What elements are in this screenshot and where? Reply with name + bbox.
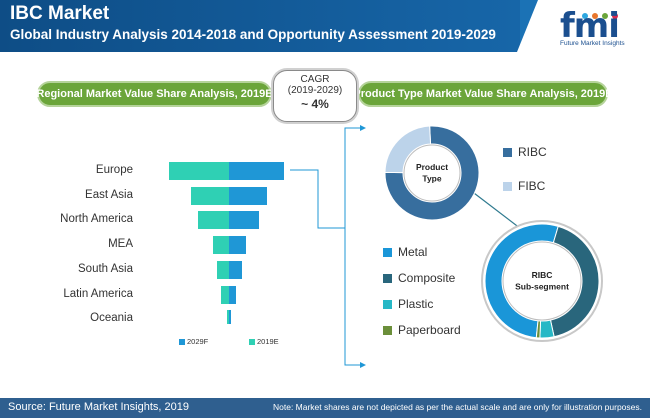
logo-dot [582,13,588,19]
header-banner: IBC Market Global Industry Analysis 2014… [0,0,650,52]
donut-legend-label: Plastic [398,297,434,311]
bar-2019e [227,310,229,325]
region-label: South Asia [78,262,133,275]
donut-legend-swatch [383,326,392,335]
donut-center-label: Type [422,174,441,184]
bar-2029f [229,162,284,180]
donut-legend-swatch [383,274,392,283]
legend-swatch [249,339,255,345]
cagr-value: ~ 4% [301,97,329,111]
donut-legend-swatch [383,300,392,309]
bracket-arrow-bottom [360,362,366,368]
cagr-period: (2019-2029) [287,85,343,96]
donut-legend-swatch [503,148,512,157]
region-label: Oceania [90,312,133,325]
connector-chart-to-bracket [290,169,345,229]
bracket-line [344,127,360,366]
legend-swatch [179,339,185,345]
donut-legend-label: Metal [398,245,428,259]
region-label: East Asia [85,188,133,201]
logo-mark: fmi [560,6,620,46]
donut-slice [384,125,432,174]
region-label: Europe [95,164,133,176]
page-subtitle: Global Industry Analysis 2014-2018 and O… [10,27,496,42]
bracket-arrow-top [360,125,366,131]
logo-tagline: Future Market Insights [560,40,625,47]
donut-center-label: Product [416,162,448,172]
header-dark-band [0,0,520,52]
region-label: MEA [108,238,133,251]
donut-slice [535,320,542,339]
donut-slice [484,223,559,339]
region-label: Latin America [63,287,133,300]
footer-note: Note: Market shares are not depicted as … [272,402,642,412]
bar-2029f [229,285,236,304]
bar-2019e [217,260,229,279]
bar-2029f [229,186,267,205]
bar-2019e [169,162,229,180]
fmi-logo: fmi Future Market Insights [560,6,646,50]
bar-2029f [229,310,231,325]
bar-2019e [213,236,229,255]
footer-bar: Source: Future Market Insights, 2019 Not… [0,398,650,418]
legend-label: 2029F [187,337,209,346]
cagr-badge: CAGR (2019-2029) ~ 4% [273,70,357,122]
bar-2029f [229,236,246,255]
donut-center [502,241,582,321]
donut-legend-label: Composite [398,271,456,285]
logo-dot [612,13,618,19]
bar-2019e [191,186,229,205]
bar-2029f [229,260,242,279]
footer-source: Source: Future Market Insights, 2019 [8,401,189,413]
logo-dot [602,13,608,19]
bar-2019e [198,211,229,230]
logo-dots [582,6,646,19]
bar-2029f [229,211,259,230]
regional-section-pill: Regional Market Value Share Analysis, 20… [36,81,273,107]
connector-ribc-to-subsegment [469,189,526,233]
donut-center-label: Sub-segment [515,282,569,292]
product-section-pill: Product Type Market Value Share Analysis… [353,81,613,107]
region-label: North America [60,213,133,226]
donut-legend-label: Paperboard [398,323,461,337]
logo-dot [592,13,598,19]
donut-center [403,144,461,202]
page-title: IBC Market [10,3,110,24]
donut-slice [384,125,480,221]
donut-legend-swatch [383,248,392,257]
donut-legend-swatch [503,182,512,191]
legend-label: 2019E [257,337,279,346]
cagr-label: CAGR [300,74,330,85]
donut-legend-label: FIBC [518,179,546,193]
bar-2019e [221,285,229,304]
donut-center-label: RIBC [532,270,553,280]
donut-legend-label: RIBC [518,145,547,159]
